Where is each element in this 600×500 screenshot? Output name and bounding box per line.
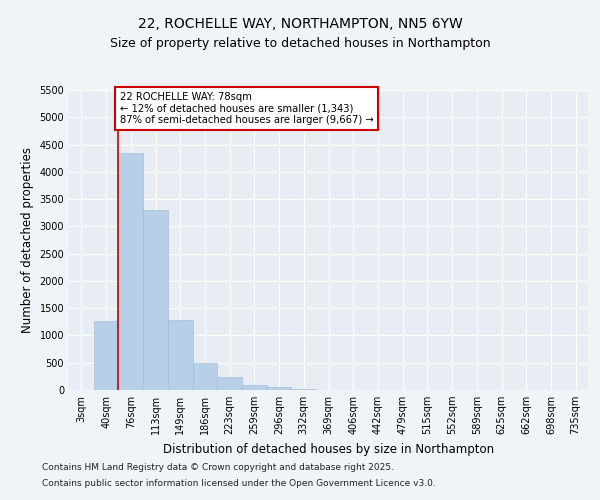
Text: 22 ROCHELLE WAY: 78sqm
← 12% of detached houses are smaller (1,343)
87% of semi-: 22 ROCHELLE WAY: 78sqm ← 12% of detached… (119, 92, 373, 125)
Bar (242, 385, 267, 390)
Text: Size of property relative to detached houses in Northampton: Size of property relative to detached ho… (110, 38, 490, 51)
Text: Contains public sector information licensed under the Open Government Licence v3: Contains public sector information licen… (42, 478, 436, 488)
Bar (292, 389, 316, 390)
Bar (267, 388, 292, 390)
Text: Contains HM Land Registry data © Crown copyright and database right 2025.: Contains HM Land Registry data © Crown c… (42, 464, 394, 472)
Bar (217, 378, 242, 390)
Text: 22, ROCHELLE WAY, NORTHAMPTON, NN5 6YW: 22, ROCHELLE WAY, NORTHAMPTON, NN5 6YW (137, 18, 463, 32)
Bar (94, 320, 118, 390)
Bar (118, 152, 143, 390)
X-axis label: Distribution of detached houses by size in Northampton: Distribution of detached houses by size … (163, 442, 494, 456)
Bar (143, 210, 168, 390)
Bar (168, 320, 193, 390)
Bar (193, 362, 217, 390)
Y-axis label: Number of detached properties: Number of detached properties (21, 147, 34, 333)
